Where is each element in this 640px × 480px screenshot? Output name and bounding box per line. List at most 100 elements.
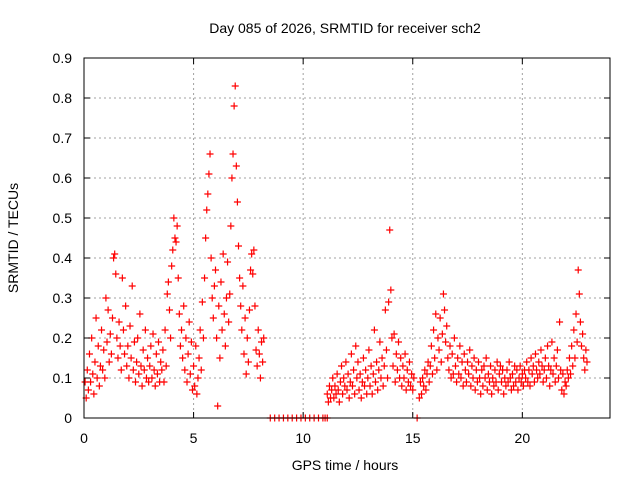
data-point (255, 350, 263, 358)
data-point (122, 302, 130, 310)
x-tick-label: 20 (515, 430, 531, 446)
data-point (182, 334, 190, 342)
data-point (371, 378, 379, 386)
data-point (559, 370, 567, 378)
data-point (378, 354, 386, 362)
data-point (323, 390, 331, 398)
data-point (121, 350, 129, 358)
data-point (229, 150, 237, 158)
data-point (105, 358, 113, 366)
data-point (365, 346, 373, 354)
data-point (161, 326, 169, 334)
data-point (227, 222, 235, 230)
data-point (331, 382, 339, 390)
data-point (199, 334, 207, 342)
data-point (557, 366, 565, 374)
data-point (481, 374, 489, 382)
data-point (526, 382, 534, 390)
data-point (252, 346, 260, 354)
data-point (530, 378, 538, 386)
data-point (421, 366, 429, 374)
data-point (183, 378, 191, 386)
data-point (395, 338, 403, 346)
data-point (235, 242, 243, 250)
data-point (443, 322, 451, 330)
y-tick-label: 0.8 (53, 90, 73, 106)
plot-frame (83, 57, 611, 419)
data-point (222, 294, 230, 302)
data-point (464, 358, 472, 366)
data-point (506, 374, 514, 382)
data-point (114, 354, 122, 362)
data-point (180, 302, 188, 310)
data-point (432, 310, 440, 318)
data-point (212, 266, 219, 274)
data-point (348, 382, 356, 390)
data-point (176, 342, 184, 350)
data-point (455, 370, 463, 378)
data-point (461, 366, 469, 374)
data-point (228, 174, 236, 182)
data-point (328, 386, 336, 394)
data-point (173, 222, 181, 230)
data-point (243, 334, 251, 342)
grid-layer (84, 58, 610, 418)
data-point (553, 346, 561, 354)
y-tick-label: 0.1 (53, 370, 73, 386)
data-point (451, 362, 459, 370)
data-point (335, 398, 343, 406)
data-point (357, 394, 365, 402)
data-point (514, 386, 522, 394)
data-point (174, 274, 182, 282)
data-point (404, 378, 412, 386)
data-point (581, 366, 589, 374)
data-point (569, 362, 577, 370)
data-point (236, 274, 244, 282)
data-point (422, 386, 430, 394)
data-point (345, 394, 353, 402)
data-point (430, 326, 438, 334)
data-point (562, 382, 570, 390)
data-point (157, 358, 165, 366)
data-point (165, 306, 173, 314)
chart-title: Day 085 of 2026, SRMTID for receiver sch… (209, 20, 481, 36)
data-point (377, 374, 385, 382)
data-point (489, 374, 497, 382)
data-point (550, 354, 558, 362)
data-point (218, 326, 226, 334)
data-point (459, 382, 467, 390)
data-point (333, 370, 341, 378)
data-point (217, 278, 225, 286)
data-point (389, 362, 397, 370)
data-point (215, 302, 223, 310)
data-point (123, 362, 131, 370)
data-point (129, 366, 137, 374)
data-point (475, 358, 482, 366)
data-point (221, 342, 229, 350)
data-point (339, 390, 347, 398)
data-point (253, 362, 261, 370)
data-point (427, 342, 435, 350)
data-point (330, 394, 338, 402)
data-point (507, 386, 515, 394)
data-point (524, 378, 532, 386)
data-point (85, 350, 93, 358)
data-point (343, 386, 351, 394)
data-point (132, 378, 140, 386)
x-tick-label: 10 (295, 430, 311, 446)
data-point (436, 314, 444, 322)
data-point (336, 378, 344, 386)
data-point (552, 362, 560, 370)
data-point (445, 366, 453, 374)
data-point (111, 250, 119, 258)
data-point (324, 398, 332, 406)
data-point (184, 350, 192, 358)
data-point (568, 342, 576, 350)
data-point (573, 338, 581, 346)
data-point (130, 338, 138, 346)
data-point (95, 382, 103, 390)
data-point (141, 326, 149, 334)
data-point (398, 382, 406, 390)
data-point (468, 362, 476, 370)
data-point (171, 234, 179, 242)
